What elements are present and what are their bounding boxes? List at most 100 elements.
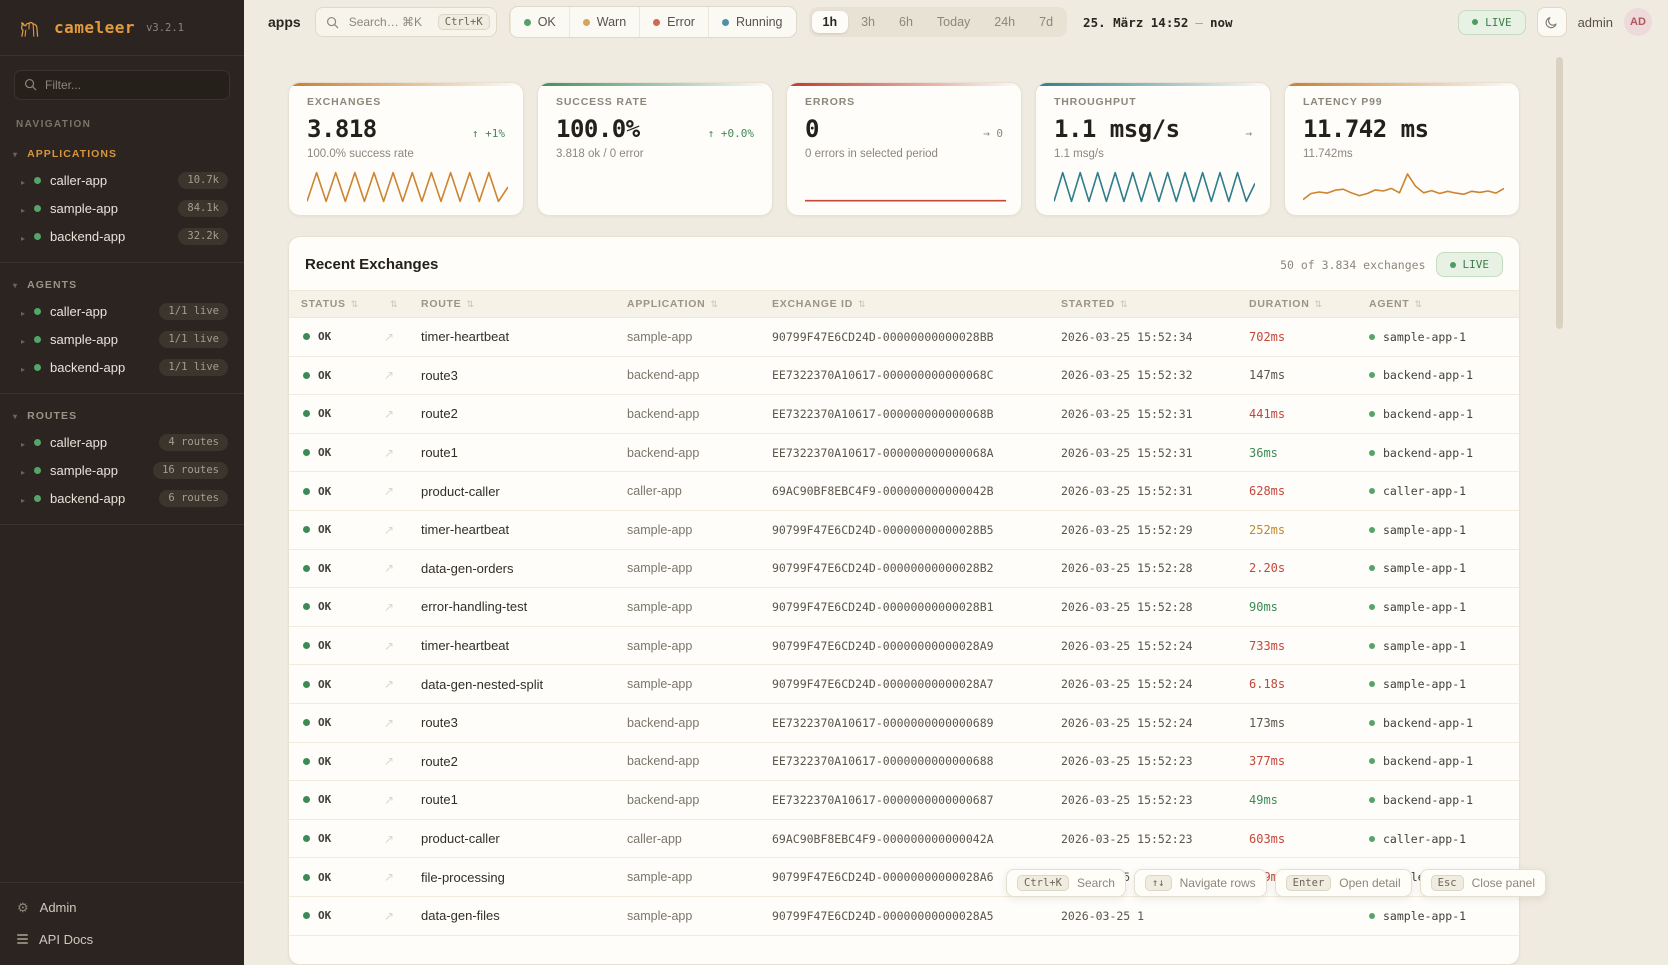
column-header[interactable] <box>371 298 407 310</box>
main-content: apps Ctrl+K OK <box>244 0 1668 965</box>
sidebar-item-agent[interactable]: sample-app 1/1 live <box>0 325 244 353</box>
sidebar-item-route[interactable]: backend-app 6 routes <box>0 484 244 512</box>
status-dot <box>34 307 42 315</box>
time-range-chip[interactable]: 6h <box>888 11 924 33</box>
trend-cell <box>371 868 407 886</box>
table-live-badge[interactable]: LIVE <box>1435 252 1503 277</box>
card-subtitle: 0 errors in selected period <box>805 148 938 160</box>
route-cell: route3 <box>421 715 458 731</box>
topbar: apps Ctrl+K OK <box>244 0 1668 44</box>
application-cell: sample-app <box>627 908 693 923</box>
status-label: OK <box>318 368 332 382</box>
status-dot <box>653 18 661 26</box>
section-header-agents[interactable]: AGENTS <box>0 272 244 297</box>
sidebar-item-route[interactable]: caller-app 4 routes <box>0 428 244 456</box>
scrollbar-thumb[interactable] <box>1556 57 1563 329</box>
exchange-id-cell: EE7322370A10617-0000000000000689 <box>772 715 994 730</box>
card-delta: → 0 <box>983 127 1003 140</box>
exchange-id-cell: EE7322370A10617-000000000000068A <box>772 445 994 460</box>
time-range-chip[interactable]: 7d <box>1028 11 1064 33</box>
table-row[interactable]: OK product-caller caller-app 69AC90BF8EB… <box>289 819 1519 859</box>
filter-input[interactable] <box>14 70 230 100</box>
sidebar-item-application[interactable]: caller-app 10.7k <box>0 166 244 194</box>
app-title: cameleer <box>54 18 136 37</box>
trend-cell <box>371 675 407 693</box>
agent-status-dot <box>1369 410 1375 417</box>
status-cell: OK <box>289 716 371 729</box>
keyboard-hint: Ctrl+K Search <box>1006 869 1126 897</box>
table-row[interactable]: OK route3 backend-app EE7322370A10617-00… <box>289 356 1519 396</box>
trend-cell <box>371 482 407 500</box>
time-range-chip[interactable]: 3h <box>850 11 886 33</box>
duration-cell: 252ms <box>1249 522 1286 537</box>
status-filter-chip[interactable]: Running <box>707 7 796 37</box>
global-search[interactable]: Ctrl+K <box>314 7 497 37</box>
column-header[interactable]: DURATION <box>1235 298 1355 310</box>
time-range-label: 24h <box>994 15 1016 29</box>
sidebar-item-admin[interactable]: ⚙ Admin <box>0 891 244 923</box>
table-row[interactable]: OK error-handling-test sample-app 90799F… <box>289 588 1519 627</box>
sparkline-chart <box>805 199 1006 202</box>
sidebar-item-api-docs[interactable]: API Docs <box>0 923 244 955</box>
time-range-chip[interactable]: 1h <box>811 11 849 33</box>
kbd-chip: Ctrl+K <box>1017 875 1069 891</box>
sidebar-footer: ⚙ Admin API Docs <box>0 882 244 965</box>
sidebar-item-agent[interactable]: caller-app 1/1 live <box>0 297 244 325</box>
card-success-rate: SUCCESS RATE 100.0% ↑ +0.0% 3.818 ok / 0… <box>537 82 773 216</box>
sort-icon <box>466 298 474 310</box>
column-label: STATUS <box>300 298 346 310</box>
table-row[interactable]: OK timer-heartbeat sample-app 90799F47E6… <box>289 510 1519 550</box>
table-row[interactable]: OK route1 backend-app EE7322370A10617-00… <box>289 433 1519 473</box>
column-header[interactable]: STARTED <box>1047 298 1235 310</box>
table-row[interactable]: OK route1 backend-app EE7322370A10617-00… <box>289 781 1519 820</box>
table-row[interactable]: OK timer-heartbeat sample-app 90799F47E6… <box>289 626 1519 666</box>
chevron-right-icon <box>21 173 25 188</box>
table-row[interactable]: OK data-gen-orders sample-app 90799F47E6… <box>289 549 1519 589</box>
trend-arrow-icon <box>384 637 394 655</box>
column-header[interactable]: EXCHANGE ID <box>758 298 1047 310</box>
table-row[interactable]: OK timer-heartbeat sample-app 90799F47E6… <box>289 318 1519 357</box>
section-label: APPLICATIONS <box>27 148 118 160</box>
card-value: 11.742 ms <box>1303 115 1429 143</box>
chevron-right-icon <box>21 332 25 347</box>
sidebar-item-agent[interactable]: backend-app 1/1 live <box>0 353 244 381</box>
status-filter-chip[interactable]: OK <box>509 7 569 37</box>
column-header[interactable]: ROUTE <box>407 298 613 310</box>
sidebar-item-application[interactable]: backend-app 32.2k <box>0 222 244 250</box>
column-header[interactable]: STATUS <box>289 298 371 310</box>
card-subtitle: 3.818 ok / 0 error <box>556 148 644 160</box>
route-cell: route2 <box>421 753 458 769</box>
sidebar-item-application[interactable]: sample-app 84.1k <box>0 194 244 222</box>
date-range[interactable]: 25. März 14:52 — now <box>1083 15 1232 30</box>
route-cell: data-gen-orders <box>421 560 514 576</box>
table-row[interactable]: OK route2 backend-app EE7322370A10617-00… <box>289 395 1519 434</box>
search-input[interactable] <box>346 14 430 30</box>
table-row[interactable]: OK route2 backend-app EE7322370A10617-00… <box>289 742 1519 782</box>
theme-toggle-button[interactable] <box>1536 7 1567 37</box>
status-filter-chip[interactable]: Error <box>639 7 708 37</box>
section-header-applications[interactable]: APPLICATIONS <box>0 141 244 166</box>
hint-label: Search <box>1076 876 1115 890</box>
agent-status-dot <box>1369 758 1375 765</box>
live-toggle[interactable]: LIVE <box>1458 9 1526 35</box>
chevron-down-icon <box>13 410 18 422</box>
status-filter-chip[interactable]: Warn <box>568 7 639 37</box>
keyboard-hint: ↑↓ Navigate rows <box>1133 869 1267 897</box>
column-header[interactable]: APPLICATION <box>613 298 758 310</box>
avatar[interactable]: AD <box>1624 8 1652 36</box>
table-row[interactable]: OK data-gen-files sample-app 90799F47E6C… <box>289 896 1519 936</box>
time-range-chip[interactable]: 24h <box>983 11 1026 33</box>
sort-icon <box>1120 298 1128 310</box>
card-subtitle: 11.742ms <box>1303 148 1353 160</box>
table-row[interactable]: OK data-gen-nested-split sample-app 9079… <box>289 665 1519 704</box>
time-range-chip[interactable]: Today <box>926 11 981 33</box>
status-label: OK <box>318 523 332 537</box>
sidebar-filter <box>14 70 230 100</box>
column-header[interactable]: AGENT <box>1355 298 1519 310</box>
sidebar-item-route[interactable]: sample-app 16 routes <box>0 456 244 484</box>
agent-label: caller-app-1 <box>1383 831 1467 846</box>
table-row[interactable]: OK product-caller caller-app 69AC90BF8EB… <box>289 472 1519 511</box>
section-header-routes[interactable]: ROUTES <box>0 403 244 428</box>
application-cell: backend-app <box>627 754 700 769</box>
table-row[interactable]: OK route3 backend-app EE7322370A10617-00… <box>289 703 1519 743</box>
